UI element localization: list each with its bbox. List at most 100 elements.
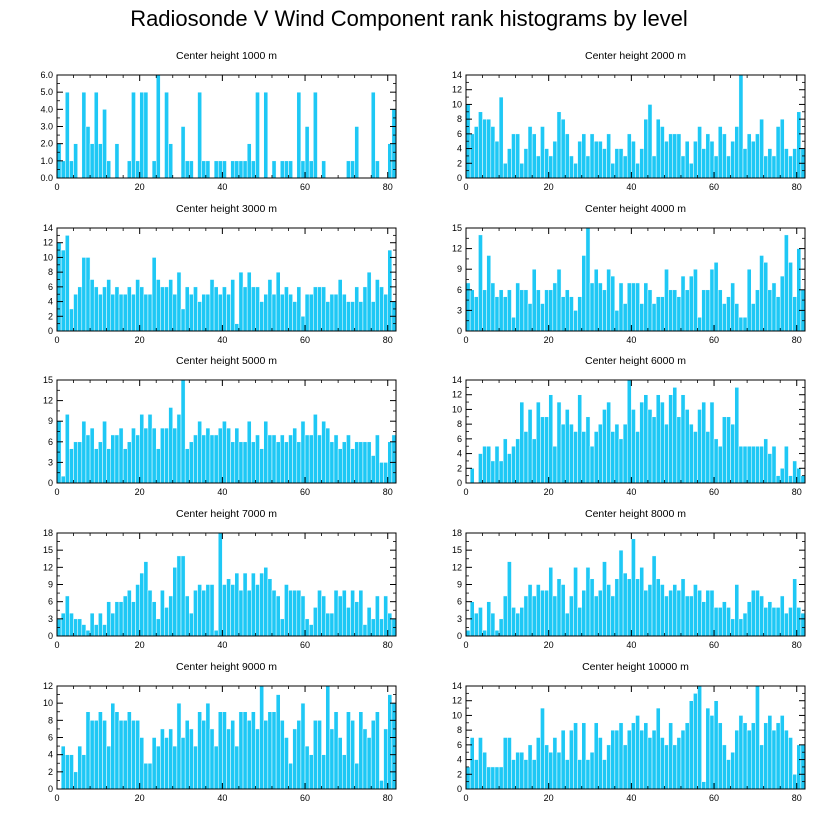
histogram-bar xyxy=(164,286,169,332)
histogram-bar xyxy=(180,379,186,484)
histogram-bar xyxy=(478,453,483,484)
histogram-bar xyxy=(792,774,797,790)
histogram-bar xyxy=(189,160,194,179)
histogram-bar xyxy=(639,401,645,484)
histogram-bar xyxy=(321,754,326,790)
histogram-bar xyxy=(184,720,190,790)
histogram-bar xyxy=(321,595,326,637)
histogram-bar xyxy=(172,427,178,484)
histogram-bar xyxy=(238,441,244,484)
x-tick-label: 80 xyxy=(792,182,802,192)
histogram-bar xyxy=(325,301,331,332)
histogram-bar xyxy=(325,612,331,637)
histogram-bar xyxy=(147,763,153,790)
histogram-bar xyxy=(792,460,797,484)
x-tick-label: 80 xyxy=(383,793,393,803)
histogram-bar xyxy=(697,317,702,332)
histogram-bar xyxy=(251,160,256,179)
histogram-bar xyxy=(354,126,360,179)
histogram-svg: Center height 9000 m 0 20 40 60 80 0 2 4 6 8 10 12 xyxy=(43,661,397,803)
histogram-bar xyxy=(746,445,752,484)
x-tick-label: 80 xyxy=(383,182,393,192)
histogram-bar xyxy=(308,754,314,790)
histogram-bar xyxy=(751,445,756,484)
histogram-bar xyxy=(242,441,248,484)
x-tick-label: 0 xyxy=(54,640,59,650)
histogram-bar xyxy=(697,409,702,484)
histogram-bar xyxy=(606,584,611,637)
x-tick-label: 80 xyxy=(792,793,802,803)
histogram-bar xyxy=(515,438,520,484)
histogram-bar xyxy=(131,427,136,484)
histogram-bar xyxy=(693,693,698,790)
histogram-bar xyxy=(77,441,83,484)
histogram-bar xyxy=(288,160,293,179)
histogram-bar xyxy=(618,148,624,179)
histogram-bar xyxy=(180,126,186,179)
y-tick-label: 6 xyxy=(457,129,462,139)
histogram-bar xyxy=(569,155,574,179)
histogram-bar xyxy=(465,766,471,790)
histogram-bar xyxy=(118,293,124,332)
histogram-bar xyxy=(531,595,537,637)
histogram-bar xyxy=(626,729,632,790)
histogram-bar xyxy=(746,729,752,790)
histogram-bar xyxy=(469,468,475,484)
histogram-bar xyxy=(655,296,661,332)
histogram-bar xyxy=(102,720,107,790)
histogram-bar xyxy=(717,445,723,484)
histogram-bar xyxy=(548,155,554,179)
y-tick-label: 3 xyxy=(48,614,53,624)
histogram-bar xyxy=(114,434,120,484)
histogram-bar xyxy=(738,445,744,484)
histogram-bar xyxy=(205,584,211,637)
histogram-bar xyxy=(469,133,475,179)
histogram-bar xyxy=(143,561,149,637)
histogram-bar xyxy=(560,296,566,332)
y-tick-label: 18 xyxy=(43,528,53,538)
histogram-bar xyxy=(478,737,483,790)
histogram-bar xyxy=(329,612,335,637)
histogram-bar xyxy=(263,720,269,790)
y-tick-label: 6 xyxy=(48,282,53,292)
histogram-bar xyxy=(217,427,223,484)
histogram-bar xyxy=(81,754,87,790)
histogram-bar xyxy=(342,754,347,790)
histogram-bar xyxy=(383,728,388,790)
histogram-bar xyxy=(342,589,347,637)
y-tick-label: 1.0 xyxy=(40,156,53,166)
histogram-bar xyxy=(680,394,686,484)
y-tick-label: 6.0 xyxy=(40,70,53,80)
x-tick-label: 80 xyxy=(792,335,802,345)
histogram-bar xyxy=(626,379,632,484)
histogram-bar xyxy=(589,133,595,179)
histogram-bar xyxy=(337,595,343,637)
y-tick-label: 6 xyxy=(48,733,53,743)
histogram-svg: Center height 1000 m 0 20 40 60 80 0.0 1.0 2.0 3.… xyxy=(40,50,397,192)
histogram-bar xyxy=(577,607,583,637)
histogram-bar xyxy=(647,737,653,790)
histogram-bar xyxy=(213,160,219,179)
histogram-bar xyxy=(593,268,599,332)
histogram-bar xyxy=(697,685,702,790)
histogram-bar xyxy=(527,303,533,332)
histogram-bar xyxy=(329,293,335,332)
histogram-bar xyxy=(540,416,545,484)
histogram-bar xyxy=(556,268,562,332)
x-tick-label: 0 xyxy=(54,182,59,192)
histogram-bar xyxy=(317,286,322,332)
histogram-bar xyxy=(292,728,298,790)
histogram-bar xyxy=(184,286,190,332)
histogram-bar xyxy=(246,720,252,790)
histogram-bar xyxy=(65,235,70,332)
histogram-bar xyxy=(618,438,624,484)
histogram-bar xyxy=(614,729,620,790)
histogram-bar xyxy=(193,589,198,637)
histogram-bar xyxy=(775,607,781,637)
histogram-bar xyxy=(779,715,785,790)
histogram-bar xyxy=(784,729,789,790)
histogram-bar xyxy=(180,737,186,790)
histogram-bar xyxy=(284,160,289,179)
histogram-bar xyxy=(213,630,219,637)
histogram-bar xyxy=(709,589,715,637)
